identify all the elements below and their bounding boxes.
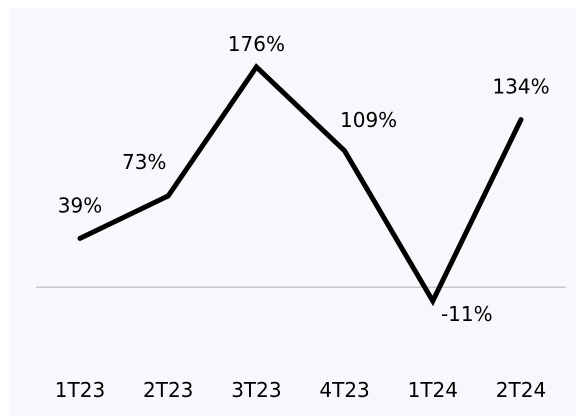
data-label: 73% xyxy=(122,150,166,174)
data-label: 109% xyxy=(340,108,397,132)
x-tick-label: 1T24 xyxy=(408,378,458,402)
data-label: 176% xyxy=(228,32,285,56)
data-label: 39% xyxy=(58,193,102,217)
x-tick-label: 4T23 xyxy=(319,378,369,402)
x-axis-tick-labels: 1T23 2T23 3T23 4T23 1T24 2T24 xyxy=(55,378,546,402)
data-label: -11% xyxy=(441,302,493,326)
series-line xyxy=(77,63,524,307)
data-labels: 39% 73% 176% 109% -11% 134% xyxy=(58,32,550,326)
x-tick-label: 1T23 xyxy=(55,378,105,402)
data-label: 134% xyxy=(492,75,549,99)
x-tick-label: 2T23 xyxy=(143,378,193,402)
x-tick-label: 3T23 xyxy=(231,378,281,402)
x-tick-label: 2T24 xyxy=(496,378,546,402)
plot-background xyxy=(10,8,576,416)
